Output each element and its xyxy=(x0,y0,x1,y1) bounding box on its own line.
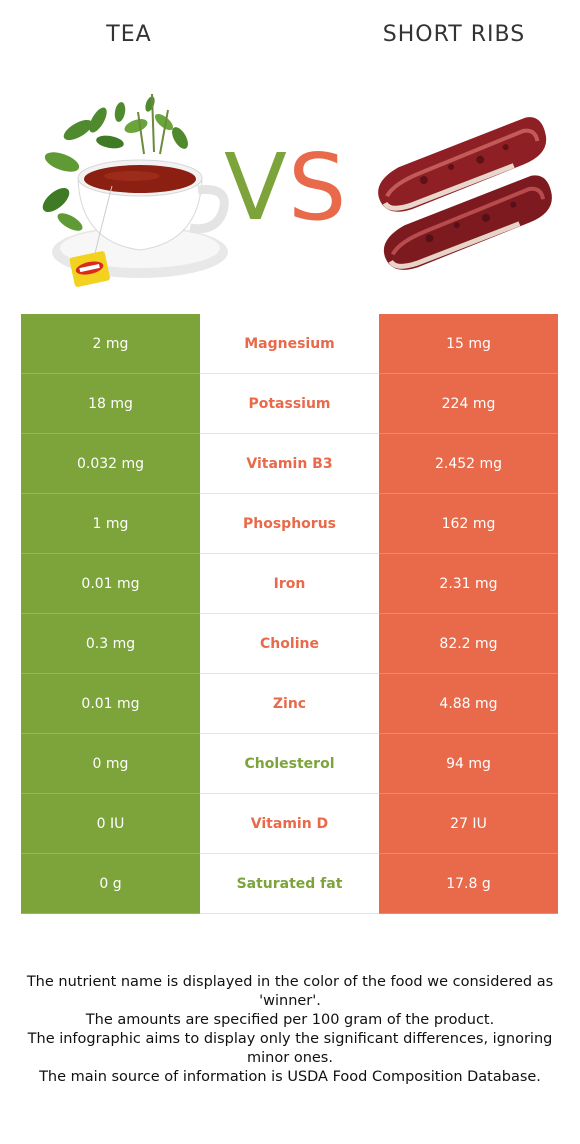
left-value-cell: 1 mg xyxy=(21,494,200,554)
left-value-cell: 0 IU xyxy=(21,794,200,854)
table-row: 0 mg Cholesterol 94 mg xyxy=(21,734,558,794)
nutrient-name-cell: Phosphorus xyxy=(200,494,379,553)
nutrient-name-cell: Zinc xyxy=(200,674,379,733)
footnote: The nutrient name is displayed in the co… xyxy=(16,973,564,1087)
left-food-title: TEA xyxy=(106,22,152,47)
table-row: 0 g Saturated fat 17.8 g xyxy=(21,854,558,914)
left-value-cell: 0 mg xyxy=(21,734,200,794)
right-value-cell: 224 mg xyxy=(379,374,558,434)
nutrient-name-cell: Potassium xyxy=(200,374,379,433)
nutrient-name-cell: Vitamin B3 xyxy=(200,434,379,493)
short-ribs-image xyxy=(360,82,560,300)
vs-letter-v: V xyxy=(224,134,287,241)
left-value-cell: 0.032 mg xyxy=(21,434,200,494)
left-value-cell: 0.3 mg xyxy=(21,614,200,674)
nutrient-name-cell: Magnesium xyxy=(200,314,379,373)
nutrient-name-cell: Iron xyxy=(200,554,379,613)
table-row: 0.032 mg Vitamin B3 2.452 mg xyxy=(21,434,558,494)
vs-label: V S xyxy=(222,138,352,238)
nutrient-name-cell: Cholesterol xyxy=(200,734,379,793)
table-row: 0 IU Vitamin D 27 IU xyxy=(21,794,558,854)
right-value-cell: 82.2 mg xyxy=(379,614,558,674)
right-value-cell: 15 mg xyxy=(379,314,558,374)
left-value-cell: 2 mg xyxy=(21,314,200,374)
footnote-line-1: The nutrient name is displayed in the co… xyxy=(26,974,554,1009)
left-value-cell: 0.01 mg xyxy=(21,674,200,734)
footnote-line-4: The main source of information is USDA F… xyxy=(39,1069,541,1085)
right-value-cell: 17.8 g xyxy=(379,854,558,914)
tea-cup-image xyxy=(40,82,230,300)
vs-letter-s: S xyxy=(288,134,347,241)
table-row: 18 mg Potassium 224 mg xyxy=(21,374,558,434)
herb-leaves xyxy=(42,96,188,231)
table-row: 1 mg Phosphorus 162 mg xyxy=(21,494,558,554)
right-value-cell: 162 mg xyxy=(379,494,558,554)
nutrient-name-cell: Saturated fat xyxy=(200,854,379,913)
right-value-cell: 4.88 mg xyxy=(379,674,558,734)
table-row: 0.3 mg Choline 82.2 mg xyxy=(21,614,558,674)
table-row: 0.01 mg Zinc 4.88 mg xyxy=(21,674,558,734)
nutrient-name-cell: Vitamin D xyxy=(200,794,379,853)
right-value-cell: 27 IU xyxy=(379,794,558,854)
comparison-table: 2 mg Magnesium 15 mg 18 mg Potassium 224 mg 0.… xyxy=(21,314,558,914)
footnote-line-2: The amounts are specified per 100 gram o… xyxy=(85,1012,495,1028)
right-food-title: SHORT RIBS xyxy=(382,22,526,47)
left-value-cell: 0.01 mg xyxy=(21,554,200,614)
left-value-cell: 18 mg xyxy=(21,374,200,434)
right-value-cell: 94 mg xyxy=(379,734,558,794)
table-row: 2 mg Magnesium 15 mg xyxy=(21,314,558,374)
table-row: 0.01 mg Iron 2.31 mg xyxy=(21,554,558,614)
left-value-cell: 0 g xyxy=(21,854,200,914)
footnote-line-3: The infographic aims to display only the… xyxy=(27,1031,553,1066)
nutrient-name-cell: Choline xyxy=(200,614,379,673)
right-value-cell: 2.31 mg xyxy=(379,554,558,614)
right-value-cell: 2.452 mg xyxy=(379,434,558,494)
